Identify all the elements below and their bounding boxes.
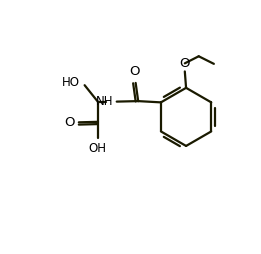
Text: O: O [180, 57, 190, 70]
Text: NH: NH [96, 95, 114, 108]
Text: O: O [64, 116, 75, 129]
Text: O: O [129, 65, 140, 78]
Text: HO: HO [62, 76, 80, 89]
Text: OH: OH [89, 142, 107, 155]
